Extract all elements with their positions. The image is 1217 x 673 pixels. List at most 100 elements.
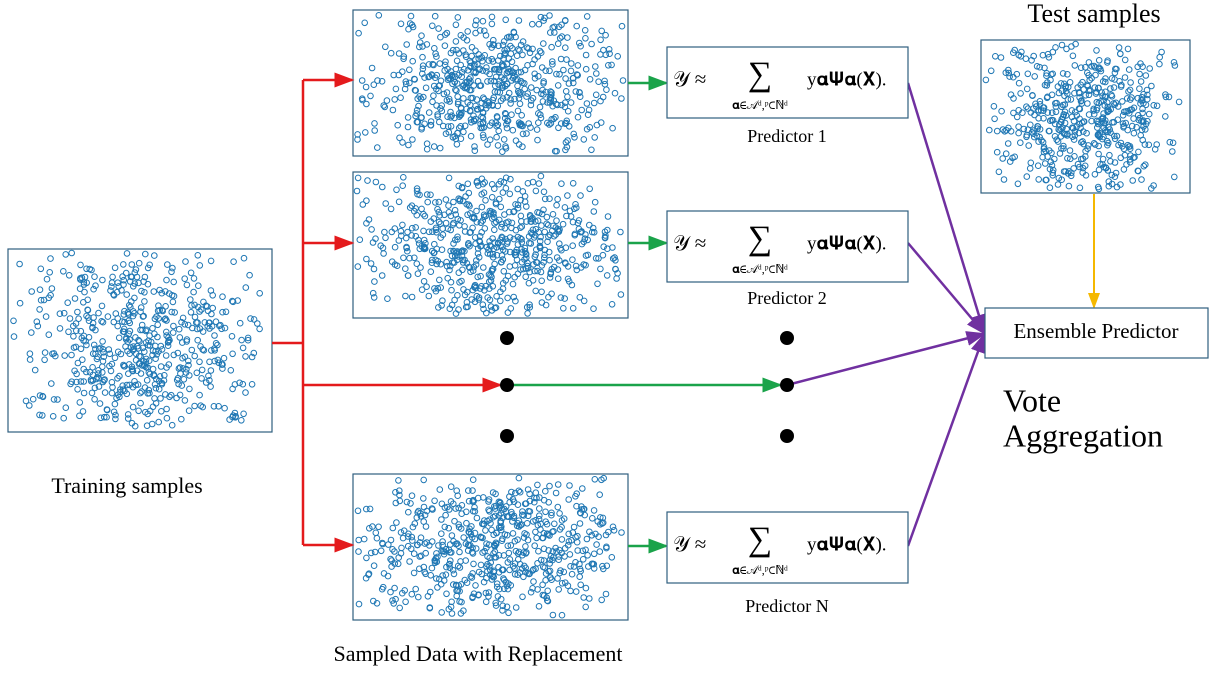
- scatter-dot: [199, 328, 207, 335]
- scatter-dot: [140, 278, 147, 285]
- scatter-dot: [95, 309, 102, 317]
- scatter-dot: [498, 233, 506, 241]
- scatter-dot: [371, 548, 379, 556]
- scatter-dot: [182, 258, 189, 265]
- scatter-dot: [382, 43, 389, 51]
- scatter-dot: [420, 278, 428, 285]
- scatter-dot: [492, 539, 500, 547]
- scatter-dot: [553, 147, 560, 155]
- scatter-dot: [131, 310, 138, 317]
- scatter-dot: [486, 285, 493, 292]
- scatter-dot: [400, 55, 407, 63]
- scatter-dot: [475, 591, 482, 599]
- scatter-dot: [466, 242, 473, 250]
- scatter-dot: [528, 97, 535, 104]
- scatter-dot: [497, 288, 504, 296]
- scatter-dot: [592, 530, 599, 538]
- scatter-dot: [126, 350, 133, 358]
- scatter-dot: [404, 114, 412, 121]
- scatter-dot: [558, 517, 566, 524]
- scatter-dot: [116, 393, 123, 401]
- predictor-label: Predictor 1: [747, 126, 826, 146]
- scatter-dot: [410, 550, 418, 558]
- scatter-dot: [502, 16, 510, 24]
- scatter-dot: [535, 547, 542, 555]
- scatter-dot: [1069, 52, 1077, 60]
- scatter-dot: [463, 260, 471, 267]
- scatter-dot: [256, 325, 263, 333]
- scatter-dot: [242, 284, 250, 291]
- scatter-dot: [406, 254, 413, 262]
- scatter-dot: [527, 101, 535, 109]
- scatter-dot: [506, 248, 514, 256]
- scatter-dot: [506, 556, 514, 563]
- scatter-dot: [1058, 41, 1066, 49]
- scatter-dot: [525, 570, 533, 578]
- scatter-dot: [482, 598, 490, 606]
- scatter-dot: [483, 68, 490, 75]
- scatter-dot: [470, 590, 478, 598]
- scatter-dot: [1143, 86, 1151, 94]
- scatter-dot: [181, 275, 188, 283]
- scatter-dot: [421, 120, 428, 128]
- scatter-dot: [609, 124, 616, 132]
- scatter-dot: [113, 394, 120, 402]
- scatter-dot: [221, 324, 229, 332]
- scatter-dot: [1153, 141, 1160, 148]
- scatter-dot: [111, 400, 119, 408]
- scatter-dot: [476, 65, 484, 72]
- scatter-dot: [1100, 97, 1107, 104]
- scatter-dot: [514, 76, 521, 83]
- scatter-dot: [232, 413, 239, 420]
- scatter-dot: [1101, 93, 1109, 100]
- scatter-dot: [1076, 184, 1084, 192]
- scatter-dot: [535, 515, 543, 523]
- scatter-dot: [441, 42, 449, 50]
- scatter-dot: [1088, 117, 1095, 125]
- scatter-dot: [498, 258, 505, 266]
- scatter-dot: [381, 103, 389, 111]
- scatter-dot: [457, 111, 465, 118]
- scatter-dot: [546, 556, 554, 564]
- scatter-dot: [409, 136, 416, 143]
- scatter-dot: [593, 541, 600, 548]
- scatter-dot: [427, 218, 435, 225]
- scatter-dot: [198, 375, 205, 382]
- scatter-dot: [168, 421, 176, 429]
- scatter-dot: [502, 185, 510, 192]
- scatter-dot: [523, 520, 531, 527]
- scatter-dot: [457, 61, 465, 69]
- scatter-dot: [1052, 100, 1059, 107]
- scatter-dot: [362, 129, 369, 136]
- scatter-dot: [1090, 140, 1098, 147]
- scatter-dot: [395, 198, 403, 206]
- scatter-dot: [1119, 112, 1127, 119]
- scatter-dot: [445, 561, 453, 568]
- scatter-dot: [1109, 119, 1116, 126]
- scatter-dot: [418, 286, 426, 294]
- scatter-dot: [465, 487, 472, 494]
- scatter-dot: [367, 549, 375, 557]
- scatter-dot: [393, 519, 400, 526]
- scatter-dot: [486, 566, 494, 574]
- scatter-dot: [190, 288, 197, 296]
- scatter-dot: [556, 257, 563, 264]
- scatter-dot: [507, 100, 514, 107]
- scatter-dot: [1062, 82, 1070, 90]
- scatter-dot: [516, 569, 524, 576]
- scatter-dot: [502, 235, 509, 243]
- scatter-dot: [525, 45, 532, 52]
- scatter-dot: [1153, 102, 1161, 110]
- scatter-dot: [503, 219, 510, 226]
- scatter-dot: [110, 318, 118, 326]
- scatter-dot: [479, 109, 487, 117]
- scatter-dot: [464, 28, 472, 35]
- scatter-dot: [407, 12, 415, 20]
- scatter-dot: [353, 187, 361, 195]
- scatter-dot: [444, 65, 451, 73]
- scatter-dot: [200, 347, 208, 354]
- scatter-dot: [518, 246, 525, 253]
- scatter-dot: [575, 217, 583, 224]
- scatter-dot: [1130, 154, 1137, 161]
- scatter-dot: [589, 560, 597, 568]
